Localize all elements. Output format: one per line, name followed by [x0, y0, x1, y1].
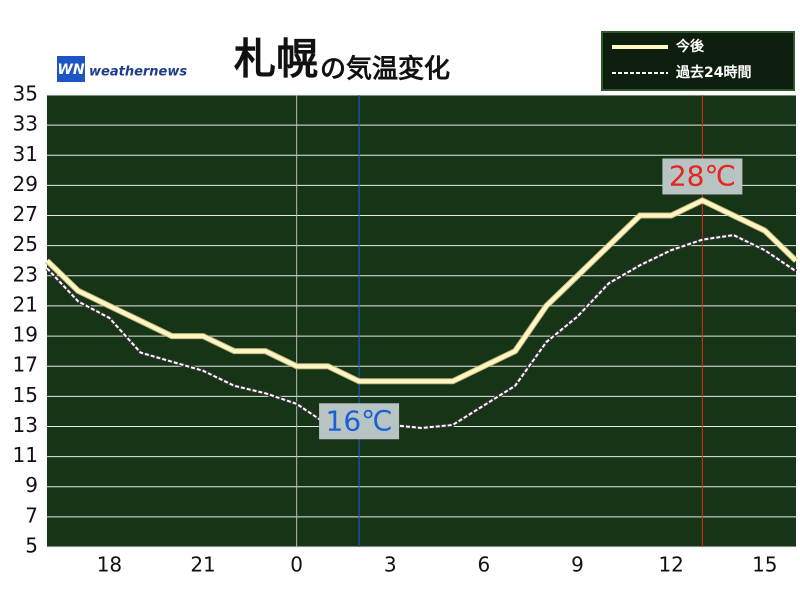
x-tick-label: 6: [478, 553, 491, 577]
y-tick-label: 5: [25, 534, 38, 558]
logo-text: weathernews: [89, 65, 187, 80]
y-tick-label: 33: [13, 112, 38, 136]
y-tick-label: 17: [13, 353, 38, 377]
y-tick-label: 13: [13, 413, 38, 437]
x-tick-label: 12: [658, 553, 683, 577]
y-tick-label: 31: [13, 142, 38, 166]
annotation-label: 28℃: [669, 159, 736, 192]
logo-mark: WN: [57, 62, 84, 78]
y-tick-label: 9: [25, 473, 38, 497]
y-tick-label: 27: [13, 202, 38, 226]
y-tick-label: 35: [13, 82, 38, 106]
annotation-box: [319, 403, 400, 440]
annotation-box: [662, 158, 743, 195]
logo-box: [57, 56, 85, 82]
legend-box: [601, 31, 795, 91]
x-tick-label: 18: [97, 553, 122, 577]
x-tick-label: 15: [752, 553, 777, 577]
y-tick-label: 29: [13, 172, 38, 196]
chart-title-suffix: の気温変化: [320, 54, 450, 85]
y-tick-label: 23: [13, 262, 38, 286]
y-tick-label: 15: [13, 383, 38, 407]
x-tick-label: 21: [190, 553, 215, 577]
y-tick-label: 11: [13, 443, 38, 467]
legend-label: 過去24時間: [675, 64, 751, 81]
x-tick-label: 9: [571, 553, 584, 577]
legend-label: 今後: [675, 38, 705, 55]
series-line: [45, 198, 798, 384]
y-tick-label: 21: [13, 292, 38, 316]
x-tick-label: 3: [384, 553, 397, 577]
annotation-label: 16℃: [326, 404, 393, 437]
series-line: [46, 234, 797, 429]
chart-title: 札幌: [234, 35, 318, 84]
x-tick-label: 0: [290, 553, 303, 577]
y-tick-label: 7: [25, 503, 38, 527]
y-tick-label: 25: [13, 232, 38, 256]
y-tick-label: 19: [13, 323, 38, 347]
